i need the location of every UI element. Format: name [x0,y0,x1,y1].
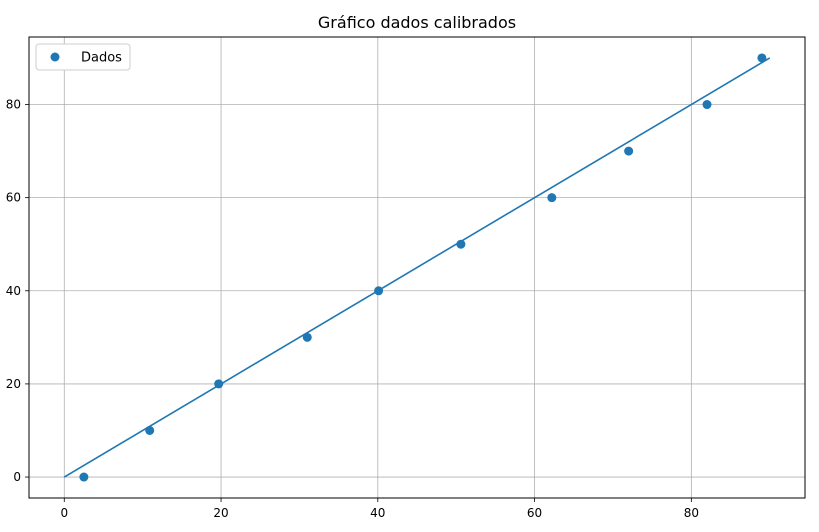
plot-area-frame [28,36,806,499]
grid [29,37,805,498]
y-tick-label: 40 [6,284,21,298]
x-tick-label: 20 [213,506,228,520]
y-tick-label: 20 [6,377,21,391]
legend-box [35,43,131,71]
legend-marker-dados [50,52,60,62]
data-point [547,193,557,203]
axis-ticks: 0 20 40 60 80 0 20 40 60 80 [6,98,699,520]
data-point [702,100,712,110]
x-tick-label: 80 [684,506,699,520]
data-point [374,286,384,296]
chart-title: Gráfico dados calibrados [318,13,516,32]
data-point [302,332,312,342]
y-tick-label: 80 [6,98,21,112]
y-tick-label: 60 [6,191,21,205]
legend: Dados [35,43,131,71]
x-tick-label: 40 [370,506,385,520]
data-point [757,53,767,63]
x-tick-label: 60 [527,506,542,520]
data-point [624,146,634,156]
fit-line [63,57,771,478]
x-tick-label: 0 [60,506,68,520]
data-point [145,425,155,435]
data-point [79,472,89,482]
data-point [214,379,224,389]
legend-label-dados: Dados [81,51,122,66]
data-point [456,239,466,249]
plot-data [63,53,771,482]
y-tick-label: 0 [13,470,21,484]
